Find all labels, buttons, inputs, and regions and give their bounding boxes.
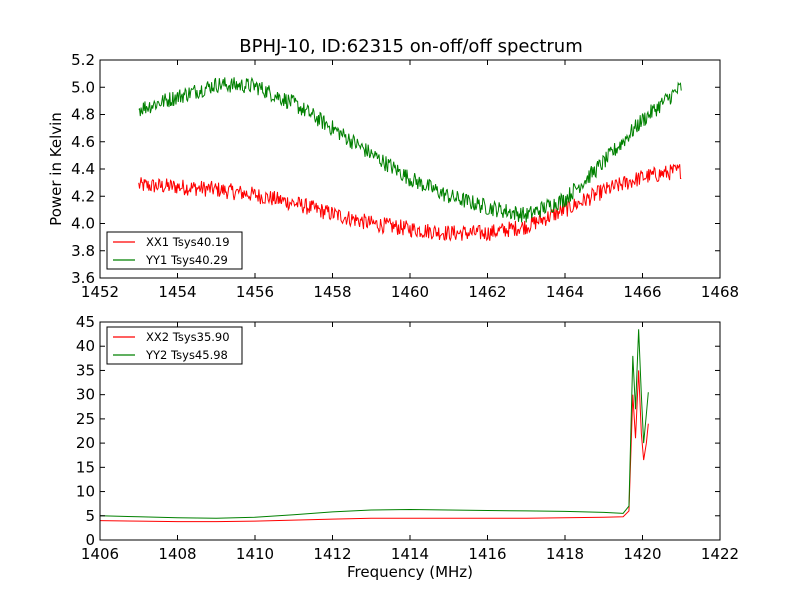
y-tick-label: 4.6: [71, 133, 95, 151]
x-tick-label: 1452: [81, 283, 119, 301]
series-line-0-1: [138, 76, 682, 223]
x-tick-label: 1458: [313, 283, 351, 301]
y-tick-label: 4.8: [71, 106, 95, 124]
y-tick-label: 5: [85, 507, 95, 525]
top-panel: 1452 1454 1456 1458 1460 1462 1464 1466 1468 3.6 3…: [47, 51, 739, 301]
y-tick-label: 3.8: [71, 242, 95, 260]
x-tick-label: 1460: [391, 283, 429, 301]
x-tick-label: 1420: [623, 545, 661, 563]
y-tick-label: 30: [76, 386, 95, 404]
y-tick-label: 25: [76, 410, 95, 428]
x-tick-label: 1416: [468, 545, 506, 563]
y-tick-label: 5.0: [71, 78, 95, 96]
y-tick-label: 5.2: [71, 51, 95, 69]
legend-entry: YY1 Tsys40.29: [145, 253, 228, 267]
y-tick-label: 20: [76, 434, 95, 452]
legend-box: [106, 231, 243, 270]
x-tick-label: 1414: [391, 545, 429, 563]
y-tick-label: 35: [76, 361, 95, 379]
x-tick-label: 1466: [623, 283, 661, 301]
x-axis-label: Frequency (MHz): [347, 563, 473, 581]
x-tick-label: 1406: [81, 545, 119, 563]
x-tick-label: 1422: [701, 545, 739, 563]
series-line-1-0: [100, 370, 649, 523]
series-line-0-0: [138, 163, 682, 242]
x-tick-label: 1408: [158, 545, 196, 563]
y-axis-label: Power in Kelvin: [47, 112, 65, 226]
legend-entry: XX2 Tsys35.90: [146, 330, 230, 344]
x-tick-label: 1454: [158, 283, 196, 301]
x-tick-label: 1468: [701, 283, 739, 301]
y-tick-label: 15: [76, 458, 95, 476]
legend-entry: YY2 Tsys45.98: [145, 348, 228, 362]
y-tick-label: 45: [76, 313, 95, 331]
x-tick-label: 1412: [313, 545, 351, 563]
legend-entry: XX1 Tsys40.19: [146, 235, 230, 249]
x-tick-label: 1456: [236, 283, 274, 301]
x-tick-label: 1464: [546, 283, 584, 301]
y-tick-label: 4.2: [71, 187, 95, 205]
y-tick-label: 3.6: [71, 269, 95, 287]
bottom-panel: 1406 1408 1410 1412 1414 1416 1418 1420 1422 0 5 10…: [76, 313, 739, 581]
y-tick-label: 10: [76, 483, 95, 501]
x-tick-label: 1410: [236, 545, 274, 563]
y-tick-label: 4.4: [71, 160, 95, 178]
y-tick-label: 4.0: [71, 215, 95, 233]
x-tick-label: 1418: [546, 545, 584, 563]
y-tick-label: 0: [85, 531, 95, 549]
x-tick-label: 1462: [468, 283, 506, 301]
series-line-1-1: [100, 329, 649, 519]
chart-title: BPHJ-10, ID:62315 on-off/off spectrum: [239, 36, 583, 57]
legend-box: [106, 326, 243, 365]
y-tick-label: 40: [76, 337, 95, 355]
